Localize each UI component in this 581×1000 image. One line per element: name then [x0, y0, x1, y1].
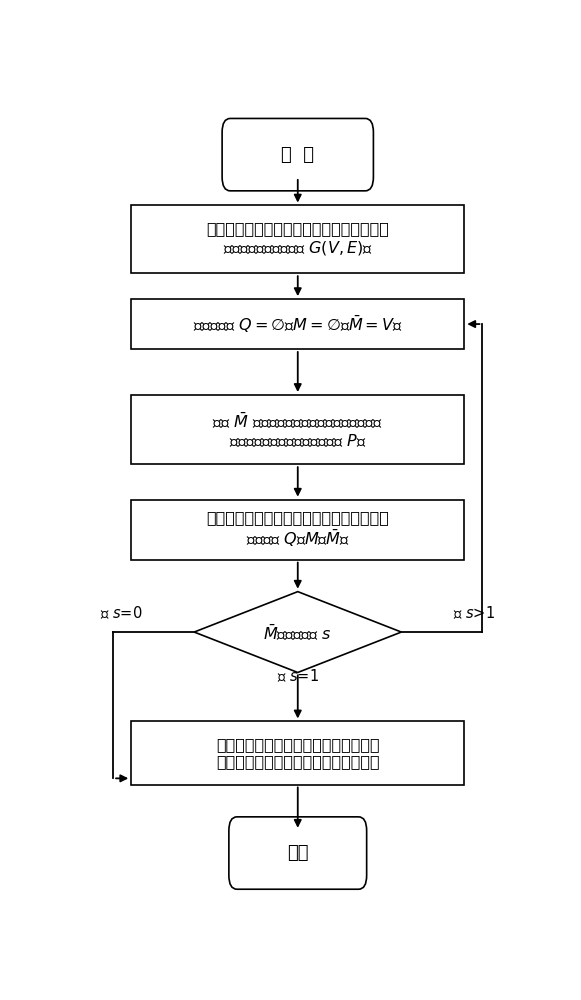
Text: 计算 $\bar{M}$ 中欧式距离最远且存在通信链路的两
节点，以及两点间所有最短路径 $P$；: 计算 $\bar{M}$ 中欧式距离最远且存在通信链路的两 节点，以及两点间所有…: [213, 410, 383, 449]
Bar: [131, 500, 464, 560]
Text: 若 $s$>1: 若 $s$>1: [453, 604, 495, 621]
Bar: [131, 205, 464, 273]
Text: 若 $s$=0: 若 $s$=0: [100, 604, 142, 621]
Text: 开  始: 开 始: [281, 146, 314, 164]
Text: 初始化：设 $Q=\varnothing$，$M=\varnothing$，$\bar{M}=V$；: 初始化：设 $Q=\varnothing$，$M=\varnothing$，$\…: [193, 313, 403, 335]
Text: 若 $s$=1: 若 $s$=1: [277, 668, 319, 684]
FancyBboxPatch shape: [229, 817, 367, 889]
Polygon shape: [194, 592, 401, 672]
Bar: [131, 395, 464, 464]
Text: 确定分布纠缠粒子对分发节点的最短路径，
更新集合 $Q$，$M$，$\bar{M}$；: 确定分布纠缠粒子对分发节点的最短路径， 更新集合 $Q$，$M$，$\bar{M…: [206, 510, 389, 549]
FancyBboxPatch shape: [222, 118, 374, 191]
Text: 结束: 结束: [287, 844, 309, 862]
Text: $\bar{M}$中元素个数 $s$: $\bar{M}$中元素个数 $s$: [263, 622, 332, 642]
Bar: [131, 721, 464, 785]
Text: 计算与最后一个节点距离最近的点，两
点连线中点设置纠缠粒子对分发节点；: 计算与最后一个节点距离最近的点，两 点连线中点设置纠缠粒子对分发节点；: [216, 737, 379, 769]
Text: 根据量子通信节点和纠缠粒子对分发节点的
分发范围，生成网络图 $G(V, E)$；: 根据量子通信节点和纠缠粒子对分发节点的 分发范围，生成网络图 $G(V, E)$…: [206, 222, 389, 257]
Bar: [131, 299, 464, 349]
